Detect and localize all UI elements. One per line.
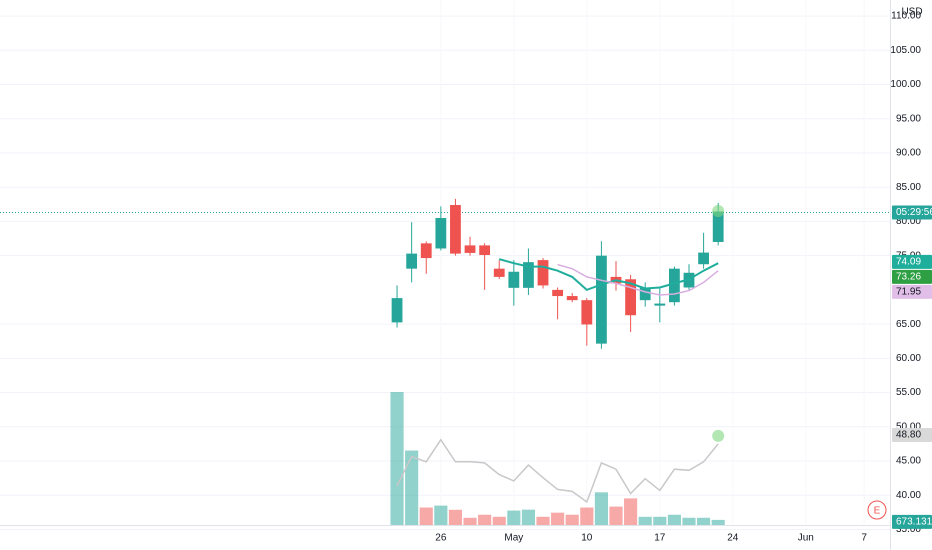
volume-bar	[711, 519, 725, 525]
x-tick-label: Jun	[798, 533, 814, 544]
last-bar-highlight	[712, 204, 725, 217]
countdown-label: 05:29:56	[896, 207, 932, 218]
price-label-bg	[892, 284, 932, 299]
volume-bar	[478, 514, 492, 525]
y-tick-label: 55.00	[896, 387, 921, 398]
y-tick-label: 100.00	[890, 79, 921, 90]
volume-label-bg	[892, 514, 932, 529]
y-tick-label: 45.00	[896, 456, 921, 467]
y-tick-label: 95.00	[896, 113, 921, 124]
volume-bar	[653, 516, 667, 525]
candle-body	[654, 303, 666, 306]
price-label: 74.09	[896, 257, 921, 268]
volume-bar	[492, 516, 506, 525]
candle-body	[537, 260, 549, 286]
volume-bar	[565, 514, 579, 525]
volume-bar	[405, 450, 419, 525]
price-label: 73.26	[896, 272, 921, 283]
x-tick-label: 10	[581, 533, 593, 544]
last-bar-highlight	[712, 429, 725, 442]
volume-bar	[390, 392, 404, 525]
x-tick-label: May	[504, 533, 523, 544]
candle-body	[698, 252, 709, 265]
candle-body	[552, 289, 564, 297]
volume-bar	[638, 516, 652, 525]
x-tick-label: 17	[654, 533, 666, 544]
candle-body	[523, 262, 534, 288]
countdown-label-bg	[892, 205, 932, 220]
x-tick-label: 26	[435, 533, 447, 544]
volume-bar	[551, 512, 565, 525]
candle-body	[479, 245, 491, 255]
x-tick-label: 7	[861, 533, 867, 544]
y-tick-label: 35.00	[896, 524, 921, 535]
volume-bar	[594, 492, 608, 525]
y-tick-label: 110.00	[891, 11, 921, 22]
volume-bar	[624, 498, 638, 525]
x-tick-label: 24	[727, 533, 739, 544]
volume-bar	[580, 507, 594, 525]
candle-body	[420, 243, 432, 259]
y-tick-label: 65.00	[896, 319, 921, 330]
earnings-icon[interactable]	[867, 500, 887, 520]
volume-bar	[521, 509, 535, 525]
price-label-bg	[892, 254, 932, 269]
price-label-bg	[892, 269, 932, 284]
candle-body	[668, 268, 680, 303]
y-tick-label: 90.00	[896, 148, 921, 159]
volume-bar	[609, 506, 623, 525]
candle-body	[581, 300, 593, 325]
volume-bar	[697, 517, 711, 525]
candle-body	[566, 296, 578, 301]
volume-bar	[667, 514, 681, 525]
candle-body	[406, 253, 418, 269]
y-tick-label: 40.00	[896, 490, 921, 501]
candle-body	[596, 255, 607, 344]
y-tick-label: 60.00	[896, 353, 921, 364]
y-tick-label: 105.00	[890, 45, 921, 56]
y-tick-label: 50.00	[896, 421, 921, 432]
candle-body	[464, 245, 476, 253]
candle-body	[639, 287, 651, 301]
candle-body	[508, 271, 520, 288]
candle-body	[712, 211, 724, 242]
volume-bar	[536, 516, 550, 525]
indicator-line	[396, 438, 719, 504]
price-label: 48.80	[896, 430, 921, 441]
earnings-label[interactable]: E	[874, 506, 881, 517]
price-label: 71.95	[896, 287, 921, 298]
volume-bar	[463, 517, 477, 525]
candle-body	[493, 268, 505, 277]
volume-bar	[682, 517, 696, 525]
y-tick-label: 80.00	[896, 216, 921, 227]
volume-bar	[507, 510, 521, 525]
candle-body	[625, 279, 637, 316]
candle-body	[391, 298, 403, 323]
price-label-bg	[892, 428, 932, 443]
currency-label: USD	[901, 7, 922, 18]
volume-bar	[448, 509, 463, 525]
indicator-line	[557, 263, 719, 296]
volume-label: 673.131K	[896, 517, 932, 528]
candle-body	[435, 218, 447, 249]
volume-bar	[434, 505, 448, 525]
candle-body	[450, 205, 461, 254]
y-tick-label: 85.00	[896, 182, 921, 193]
volume-bar	[419, 507, 433, 525]
